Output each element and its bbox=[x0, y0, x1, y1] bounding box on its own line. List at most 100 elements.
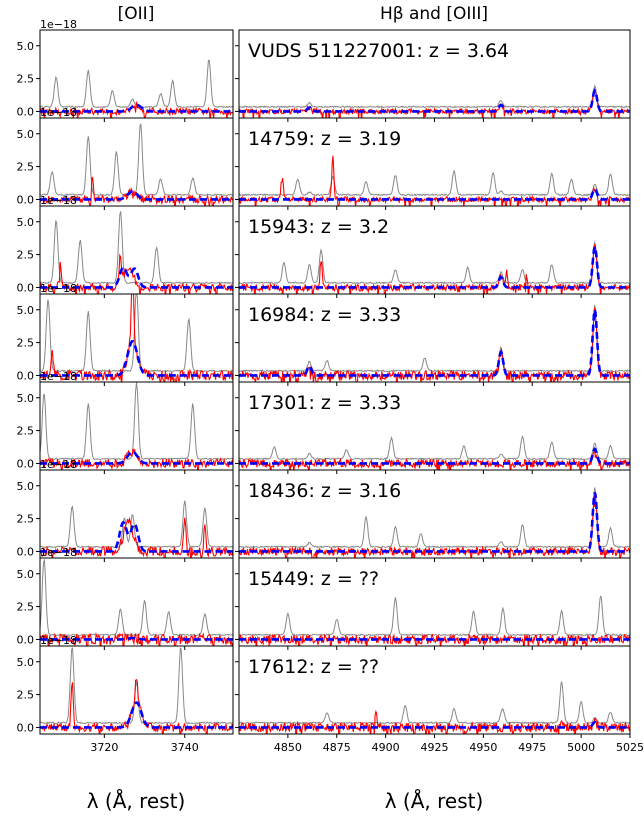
plot-area bbox=[239, 304, 630, 382]
axes-frame bbox=[39, 557, 234, 647]
fit-line bbox=[40, 190, 233, 201]
plot-area bbox=[40, 647, 233, 734]
y-tick-label: 5.0 bbox=[17, 568, 35, 581]
y-tick-label: 0.0 bbox=[17, 633, 35, 646]
column-title-hb-oiii: Hβ and [OIII] bbox=[380, 4, 488, 24]
plot-area bbox=[239, 595, 630, 646]
panel-4: 0.0 2.5 5.0 1e−18 17301: z = 3.33 bbox=[17, 370, 631, 474]
red-spectrum-line bbox=[239, 307, 630, 382]
panel-label: 17612: z = ?? bbox=[248, 656, 379, 678]
fit-line bbox=[239, 187, 630, 201]
fit-line bbox=[239, 720, 630, 729]
gray-spectrum-line bbox=[40, 382, 233, 461]
x-axis-label-hb: λ (Å, rest) bbox=[385, 789, 484, 813]
y-tick-label: 2.5 bbox=[17, 425, 35, 438]
panel-1: 0.0 2.5 5.0 1e−18 14759: z = 3.19 bbox=[17, 106, 631, 210]
panel-label: VUDS 511227001: z = 3.64 bbox=[248, 40, 509, 62]
red-spectrum-line bbox=[40, 101, 233, 118]
gray-spectrum-line bbox=[40, 500, 233, 549]
y-multiplier: 1e−18 bbox=[40, 194, 77, 207]
x-tick-label: 3740 bbox=[171, 741, 199, 754]
panel-label: 18436: z = 3.16 bbox=[248, 480, 401, 502]
fit-line bbox=[40, 450, 233, 465]
axes-frame bbox=[39, 205, 234, 295]
y-tick-label: 2.5 bbox=[17, 161, 35, 174]
red-spectrum-line bbox=[239, 87, 630, 118]
gray-spectrum-line bbox=[239, 435, 630, 461]
fit-line bbox=[239, 242, 630, 289]
x-tick-label: 4975 bbox=[518, 741, 546, 754]
x-tick-label: 4875 bbox=[323, 741, 351, 754]
plot-area bbox=[40, 294, 233, 382]
panel-label: 15449: z = ?? bbox=[248, 568, 379, 590]
plot-area bbox=[239, 487, 630, 558]
y-multiplier: 1e−18 bbox=[40, 18, 77, 31]
y-tick-label: 0.0 bbox=[17, 545, 35, 558]
y-tick-label: 0.0 bbox=[17, 721, 35, 734]
y-tick-label: 2.5 bbox=[17, 249, 35, 262]
y-tick-label: 5.0 bbox=[17, 480, 35, 493]
fit-line bbox=[40, 340, 233, 377]
red-spectrum-line bbox=[40, 678, 233, 734]
gray-spectrum-line bbox=[40, 647, 233, 725]
gray-spectrum-line bbox=[40, 59, 233, 109]
y-tick-label: 5.0 bbox=[17, 128, 35, 141]
x-tick-label: 5000 bbox=[567, 741, 595, 754]
red-spectrum-line bbox=[239, 449, 630, 470]
panel-label: 16984: z = 3.33 bbox=[248, 304, 401, 326]
fit-line bbox=[239, 447, 630, 465]
y-tick-label: 5.0 bbox=[17, 216, 35, 229]
y-tick-label: 0.0 bbox=[17, 281, 35, 294]
y-tick-label: 5.0 bbox=[17, 40, 35, 53]
fit-line bbox=[239, 492, 630, 553]
gray-spectrum-line bbox=[40, 558, 233, 637]
x-tick-label: 4925 bbox=[421, 741, 449, 754]
panel-0: 0.0 2.5 5.0 1e−18 VUDS 511227001: z = 3.64 bbox=[17, 18, 631, 122]
gray-spectrum-line bbox=[239, 595, 630, 637]
x-tick-label: 5025 bbox=[616, 741, 644, 754]
y-tick-label: 5.0 bbox=[17, 304, 35, 317]
y-multiplier: 1e−18 bbox=[40, 282, 77, 295]
fit-line bbox=[40, 520, 233, 553]
y-tick-label: 2.5 bbox=[17, 601, 35, 614]
x-tick-label: 3720 bbox=[90, 741, 118, 754]
y-tick-label: 5.0 bbox=[17, 392, 35, 405]
x-axis-label-oii: λ (Å, rest) bbox=[87, 789, 186, 813]
panel-6: 0.0 2.5 5.0 1e−18 15449: z = ?? bbox=[17, 546, 631, 650]
plot-area bbox=[239, 155, 630, 206]
y-tick-label: 2.5 bbox=[17, 513, 35, 526]
plot-area bbox=[239, 84, 630, 118]
axes-frame bbox=[39, 293, 234, 383]
red-spectrum-line bbox=[239, 155, 630, 206]
gray-spectrum-line bbox=[40, 294, 233, 373]
y-multiplier: 1e−18 bbox=[40, 370, 77, 383]
panel-label: 17301: z = 3.33 bbox=[248, 392, 401, 414]
y-tick-label: 0.0 bbox=[17, 193, 35, 206]
y-multiplier: 1e−18 bbox=[40, 546, 77, 559]
gray-spectrum-line bbox=[239, 487, 630, 549]
fit-line bbox=[40, 701, 233, 729]
gray-spectrum-line bbox=[40, 211, 233, 285]
plot-area bbox=[40, 123, 233, 206]
y-tick-label: 2.5 bbox=[17, 689, 35, 702]
gray-spectrum-line bbox=[239, 681, 630, 725]
red-spectrum-line bbox=[40, 632, 233, 646]
y-tick-label: 5.0 bbox=[17, 656, 35, 669]
plot-area bbox=[40, 500, 233, 558]
y-tick-label: 2.5 bbox=[17, 73, 35, 86]
panel-label: 15943: z = 3.2 bbox=[248, 216, 389, 238]
red-spectrum-line bbox=[40, 516, 233, 558]
y-tick-label: 0.0 bbox=[17, 369, 35, 382]
gray-spectrum-line bbox=[239, 84, 630, 109]
red-spectrum-line bbox=[40, 253, 233, 294]
y-tick-label: 0.0 bbox=[17, 457, 35, 470]
y-multiplier: 1e−18 bbox=[40, 106, 77, 119]
panel-5: 0.0 2.5 5.0 1e−18 18436: z = 3.16 bbox=[17, 458, 631, 562]
y-tick-label: 0.0 bbox=[17, 105, 35, 118]
fit-line bbox=[40, 636, 233, 641]
column-title-oii: [OII] bbox=[118, 4, 155, 24]
fit-line bbox=[40, 266, 233, 289]
plot-area bbox=[40, 558, 233, 646]
gray-spectrum-line bbox=[239, 304, 630, 373]
